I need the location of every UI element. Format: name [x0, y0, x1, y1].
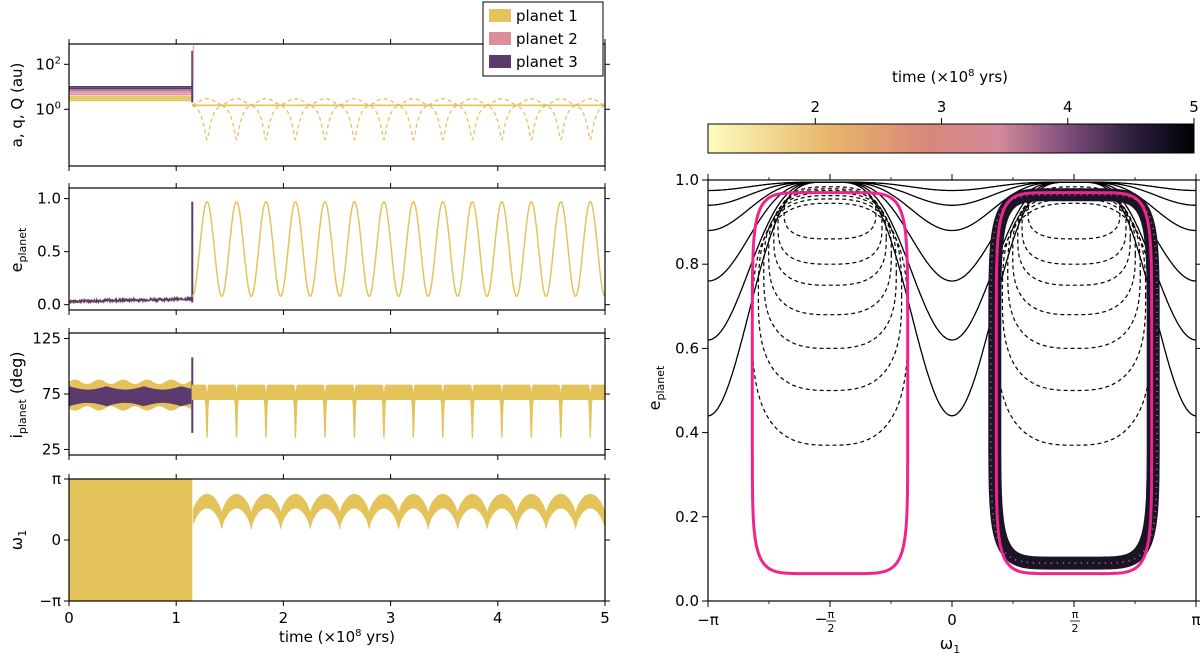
- legend-label-planet-1: planet 1: [516, 7, 578, 25]
- y-tick-label-0: 0.0: [37, 296, 61, 314]
- dashed-contour-0-6: [783, 186, 877, 240]
- x-tick-label-1: 1: [171, 609, 181, 627]
- panel-i-lines: [69, 357, 605, 439]
- phase-x-tick-num-1: π: [828, 608, 835, 621]
- panel-a-ylabel: a, q, Q (au): [8, 63, 26, 148]
- phase-axes: −π − π2 0 π2 π0.00.20.40.60.81.0: [675, 171, 1200, 635]
- legend-label-planet-2: planet 2: [516, 30, 578, 48]
- y-tick-label-2: 125: [32, 330, 61, 348]
- legend-swatch-planet-3: [489, 55, 511, 68]
- trajectory-speckle: [989, 193, 1159, 565]
- phase-x-tick-label-2: 0: [947, 611, 957, 629]
- colorbar-tick-label-1: 3: [937, 98, 947, 116]
- panel-w-argument: 0 1 2 3 4 5π0−π ω1 time (×108 yrs): [7, 470, 610, 646]
- phase-xlabel: ω1: [940, 634, 960, 656]
- panel-w-lines: [69, 479, 605, 601]
- i-before-planet3: [69, 386, 192, 407]
- solid-contour-3: [708, 181, 1196, 232]
- dashed-contour-0-2: [763, 195, 897, 349]
- dashed-contour-0-3: [768, 192, 892, 316]
- legend-swatch-planet-1: [489, 9, 511, 22]
- phase-y-tick-label-5: 1.0: [675, 171, 699, 189]
- colorbar-gradient: [707, 123, 1195, 154]
- panel-a-lines: [69, 45, 605, 141]
- colorbar-ticks: 2 3 4 5: [811, 98, 1199, 124]
- dashed-contour-1-0: [995, 202, 1153, 446]
- phase-y-tick-label-3: 0.6: [675, 339, 699, 357]
- y-tick-label-1: 75: [42, 385, 61, 403]
- panel-e-frame: [68, 187, 606, 311]
- x-tick-label-3: 3: [386, 609, 396, 627]
- panel-e-ylabel: eplanet: [7, 227, 29, 272]
- dashed-contour-0-0: [751, 202, 909, 446]
- phase-x-tick-label-1: − π2: [815, 608, 836, 635]
- panel-i-inclination: 25 75 125 iplanet (deg): [7, 328, 610, 460]
- phase-ylabel: eplanet: [645, 365, 667, 410]
- colorbar: time (×108 yrs) 2 3 4 5: [707, 68, 1199, 154]
- phase-x-tick-label-3: π2: [1070, 608, 1081, 635]
- phase-y-tick-label-1: 0.2: [675, 508, 699, 526]
- phase-frame: [707, 179, 1197, 602]
- y-tick-label-0: π: [52, 470, 61, 488]
- separatrix-1: [994, 191, 1154, 576]
- panel-i-ylabel: iplanet (deg): [7, 351, 29, 438]
- y-tick-label-2: 1.0: [37, 190, 61, 208]
- Q-after-planet1: [192, 98, 605, 106]
- panel-i-axes: 25 75 125: [32, 328, 610, 460]
- legend: planet 1 planet 2 planet 3: [482, 1, 604, 77]
- phase-x-tick-den-1: 2: [827, 622, 834, 635]
- y-tick-label-2: −π: [39, 592, 61, 610]
- e-before-planet3: [69, 295, 193, 305]
- colorbar-tick-label-0: 2: [811, 98, 821, 116]
- solid-contour-5: [708, 181, 1196, 192]
- solid-contour-2: [708, 181, 1196, 282]
- panel-a-semimajor: 102 100 a, q, Q (au): [8, 39, 610, 171]
- solid-contour-0: [708, 181, 1196, 417]
- colorbar-label: time (×108 yrs): [892, 68, 1008, 86]
- y-tick-label-1: 0.5: [37, 243, 61, 261]
- dashed-contour-1-2: [1007, 195, 1141, 349]
- i-after-planet1: [191, 384, 605, 439]
- panel-a-axes: 102 100: [36, 39, 610, 171]
- panel-e-axes: 0.0 0.5 1.0: [37, 183, 610, 315]
- x-tick-label-0: 0: [64, 609, 74, 627]
- time-xlabel: time (×108 yrs): [279, 628, 395, 646]
- y-tick-label-1: 100: [36, 100, 61, 118]
- dashed-contour-1-1: [1001, 198, 1147, 392]
- y-tick-label-0: 25: [42, 440, 61, 458]
- phase-x-tick-num-3: π: [1072, 608, 1079, 621]
- panel-w-ylabel: ω1: [7, 530, 29, 550]
- panel-a-frame: [68, 43, 606, 167]
- phase-x-tick-den-3: 2: [1072, 622, 1079, 635]
- solid-contour-4: [708, 181, 1196, 206]
- x-tick-label-4: 4: [493, 609, 503, 627]
- phase-y-tick-label-4: 0.8: [675, 255, 699, 273]
- separatrix-0: [750, 191, 910, 576]
- legend-swatch-planet-2: [489, 32, 511, 45]
- phase-y-tick-label-2: 0.4: [675, 424, 699, 442]
- phase-y-tick-label-0: 0.0: [675, 592, 699, 610]
- dashed-contour-0-1: [757, 198, 903, 392]
- y-tick-label-0: 102: [36, 55, 61, 73]
- x-tick-label-5: 5: [600, 609, 610, 627]
- colorbar-tick-label-2: 4: [1063, 98, 1073, 116]
- x-tick-label-2: 2: [279, 609, 289, 627]
- colorbar-tick-label-3: 5: [1189, 98, 1199, 116]
- w-before-planet1: [69, 479, 193, 601]
- phase-x-tick-label-4: π: [1191, 611, 1200, 629]
- panel-phase-space: −π − π2 0 π2 π0.00.20.40.60.81.0 eplanet ω1: [645, 171, 1200, 656]
- panel-e-lines: [69, 201, 605, 305]
- y-tick-label-1: 0: [51, 531, 61, 549]
- phase-x-tick-label-0: −π: [697, 611, 719, 629]
- phase-contours: [708, 181, 1196, 576]
- q-after-planet1: [192, 105, 605, 141]
- phase-x-tick-sign-1: −: [815, 610, 828, 628]
- panel-w-axes: 0 1 2 3 4 5π0−π: [39, 470, 610, 627]
- dashed-contour-0-4: [773, 189, 887, 286]
- panel-e-eccentricity: 0.0 0.5 1.0 eplanet: [7, 183, 610, 315]
- legend-label-planet-3: planet 3: [516, 53, 578, 71]
- w-after-planet1: [192, 493, 605, 530]
- e-after-planet1: [192, 201, 605, 297]
